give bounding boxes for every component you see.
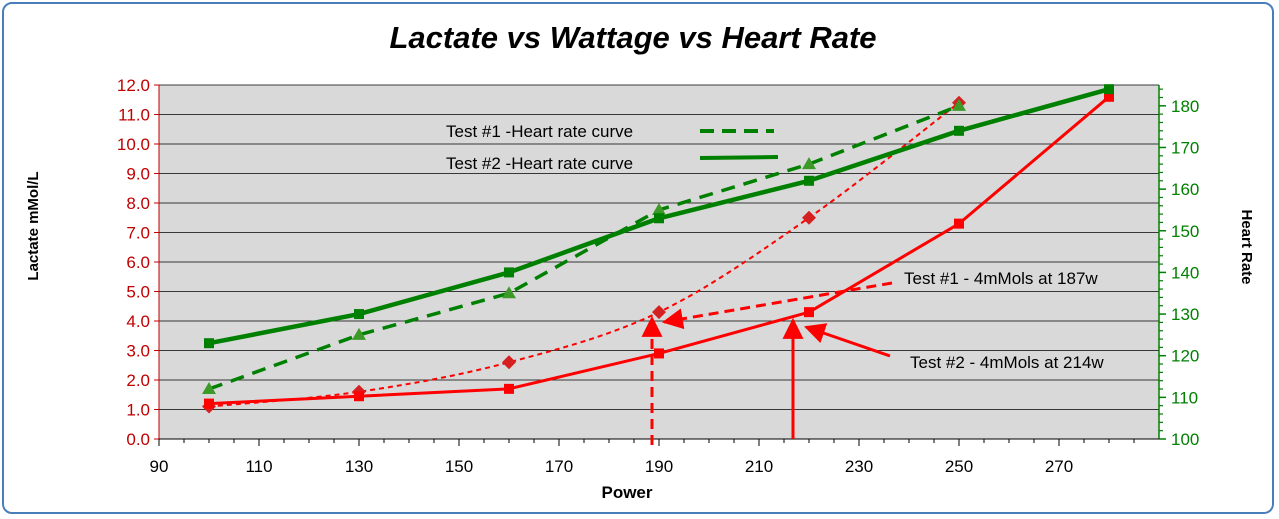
tick-label-right-170: 170 bbox=[1171, 138, 1199, 157]
tick-label-x-230: 230 bbox=[845, 457, 873, 476]
annotation-test1-pointer bbox=[661, 281, 893, 330]
tick-label-left-0.0: 0.0 bbox=[126, 430, 150, 449]
tick-label-left-6.0: 6.0 bbox=[126, 253, 150, 272]
x-axis-title: Power bbox=[601, 483, 652, 502]
y-axis-right-title: Heart Rate bbox=[1238, 209, 1255, 284]
tick-label-left-3.0: 3.0 bbox=[126, 342, 150, 361]
point-s1-1 bbox=[354, 391, 364, 402]
gridlines bbox=[159, 84, 1159, 410]
point-s2-2 bbox=[502, 286, 516, 299]
point-s1-4 bbox=[804, 307, 814, 318]
legend: Test #1 -Heart rate curve Test #2 -Heart… bbox=[446, 122, 779, 173]
y-axis-left-title: Lactate mMol/L bbox=[25, 171, 42, 280]
tick-label-left-1.0: 1.0 bbox=[126, 401, 150, 420]
tick-label-right-110: 110 bbox=[1171, 388, 1198, 407]
tick-label-left-12.0: 12.0 bbox=[117, 76, 150, 95]
tick-label-left-7.0: 7.0 bbox=[126, 224, 150, 243]
point-s2-5 bbox=[952, 98, 966, 111]
point-s2-4 bbox=[802, 157, 816, 170]
point-s0-2 bbox=[502, 355, 516, 370]
tick-label-x-190: 190 bbox=[645, 457, 673, 476]
point-s2-3 bbox=[652, 202, 666, 215]
tick-label-x-270: 270 bbox=[1045, 457, 1073, 476]
annotation-test2-pointer bbox=[804, 323, 891, 358]
tick-label-left-10.0: 10.0 bbox=[117, 135, 150, 154]
tick-label-x-150: 150 bbox=[445, 457, 473, 476]
point-s3-0 bbox=[204, 338, 214, 349]
tick-label-x-110: 110 bbox=[245, 457, 272, 476]
tick-label-x-170: 170 bbox=[545, 457, 573, 476]
tick-label-left-5.0: 5.0 bbox=[126, 283, 150, 302]
point-s1-2 bbox=[504, 383, 514, 394]
legend-label-test2-hr: Test #2 -Heart rate curve bbox=[446, 154, 633, 173]
series-line-2 bbox=[208, 104, 960, 391]
point-s2-0 bbox=[202, 382, 216, 395]
marker-layer bbox=[202, 84, 1114, 414]
tick-label-right-140: 140 bbox=[1171, 263, 1199, 282]
point-s1-5 bbox=[954, 218, 964, 229]
tick-label-right-100: 100 bbox=[1171, 430, 1199, 449]
right-ticks: 100 110 120 130 140 150 160 170 180 bbox=[1159, 88, 1199, 449]
tick-label-left-2.0: 2.0 bbox=[126, 371, 150, 390]
left-ticks: 0.0 1.0 2.0 3.0 4.0 5.0 6.0 7.0 8.0 9.0 10.0 11.0 12… bbox=[117, 76, 159, 449]
point-s3-3 bbox=[654, 213, 664, 224]
point-s1-6 bbox=[1104, 91, 1114, 102]
point-s3-5 bbox=[954, 125, 964, 136]
tick-label-right-120: 120 bbox=[1171, 347, 1199, 366]
point-s3-6 bbox=[1104, 84, 1114, 95]
tick-label-left-8.0: 8.0 bbox=[126, 194, 150, 213]
tick-label-left-4.0: 4.0 bbox=[126, 312, 150, 331]
tick-label-right-160: 160 bbox=[1171, 180, 1199, 199]
point-s1-0 bbox=[204, 398, 214, 409]
chart-title: Lactate vs Wattage vs Heart Rate bbox=[389, 20, 876, 55]
annotation-test2: Test #2 - 4mMols at 214w bbox=[782, 317, 1104, 439]
x-ticks: 90 110 130 150 170 190 210 230 250 270 bbox=[150, 439, 1135, 476]
tick-label-left-11.0: 11.0 bbox=[118, 106, 150, 125]
tick-label-right-180: 180 bbox=[1171, 97, 1199, 116]
tick-label-right-150: 150 bbox=[1171, 222, 1199, 241]
tick-label-x-90: 90 bbox=[150, 457, 169, 476]
tick-label-left-9.0: 9.0 bbox=[126, 165, 150, 184]
point-s3-1 bbox=[354, 309, 364, 320]
annotation-test1-text: Test #1 - 4mMols at 187w bbox=[904, 269, 1098, 288]
tick-label-x-250: 250 bbox=[945, 457, 973, 476]
point-s0-4 bbox=[802, 210, 816, 225]
point-s3-2 bbox=[504, 267, 514, 278]
tick-label-x-210: 210 bbox=[745, 457, 773, 476]
point-s3-4 bbox=[804, 175, 814, 186]
series-line-0 bbox=[208, 101, 960, 408]
legend-swatch-test2-hr bbox=[699, 155, 779, 160]
tick-label-x-130: 130 bbox=[345, 457, 373, 476]
point-s1-3 bbox=[654, 348, 664, 359]
annotation-test2-text: Test #2 - 4mMols at 214w bbox=[910, 353, 1104, 372]
annotation-test1: Test #1 - 4mMols at 187w bbox=[641, 269, 1098, 445]
point-s2-1 bbox=[352, 327, 366, 340]
tick-label-right-130: 130 bbox=[1171, 305, 1199, 324]
legend-label-test1-hr: Test #1 -Heart rate curve bbox=[446, 122, 633, 141]
